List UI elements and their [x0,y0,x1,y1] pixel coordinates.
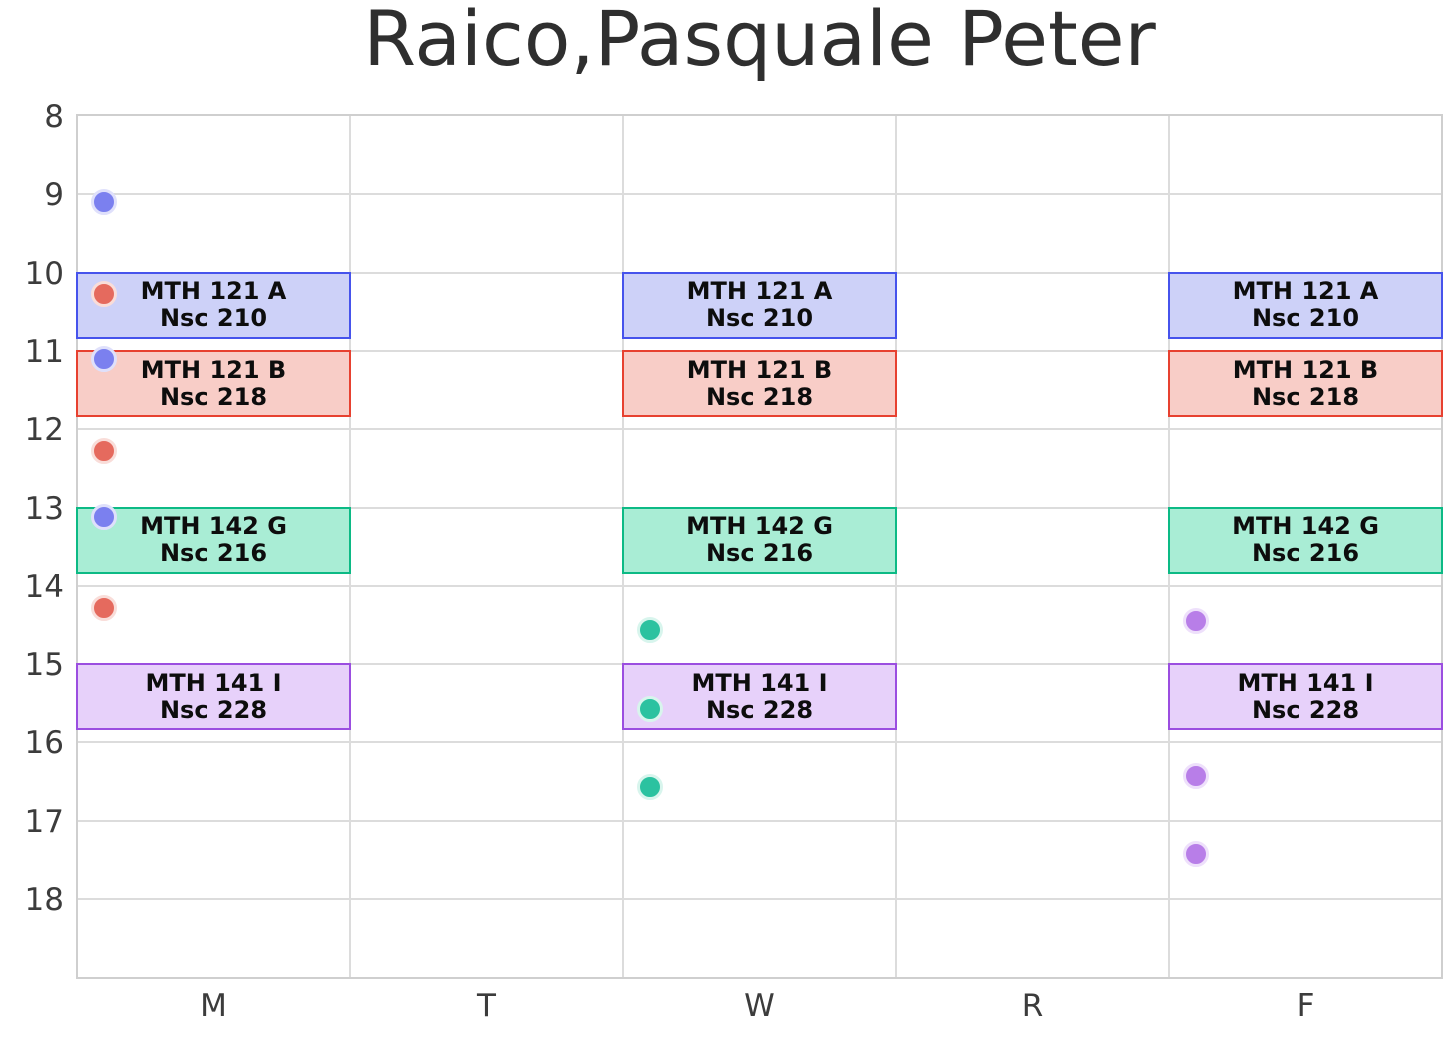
y-tick-label: 13 [24,490,64,527]
hour-gridline [77,819,1442,822]
class-box: MTH 121 A Nsc 210 [76,271,351,339]
class-box: MTH 121 A Nsc 210 [1168,271,1443,339]
class-box: MTH 142 G Nsc 216 [622,506,897,574]
class-box: MTH 121 B Nsc 218 [622,349,897,418]
y-tick-label: 15 [24,647,64,684]
class-box-room: Nsc 228 [1251,695,1360,724]
class-box: MTH 142 G Nsc 216 [76,506,351,574]
class-box: MTH 121 B Nsc 218 [76,349,351,418]
x-tick-label: R [1021,988,1044,1024]
class-box-course: MTH 121 B [686,355,833,384]
schedule-point [1182,608,1209,635]
hour-gridline [77,584,1442,587]
class-box-course: MTH 121 A [140,277,287,306]
x-tick-label: M [200,988,227,1024]
class-box: MTH 141 I Nsc 228 [76,663,351,731]
x-tick-label: W [744,988,775,1024]
class-box-course: MTH 142 G [1232,512,1379,541]
hour-gridline [77,741,1442,744]
x-tick-label: F [1296,988,1315,1024]
class-box-room: Nsc 216 [1251,539,1360,568]
chart-title: Raico,Pasquale Peter [363,0,1156,83]
schedule-point [90,438,117,465]
schedule-point [90,594,117,621]
y-tick-label: 12 [24,412,64,449]
x-tick-label: T [477,988,496,1024]
schedule-point [636,774,663,801]
y-tick-label: 8 [44,99,64,135]
class-box-room: Nsc 228 [705,695,814,724]
class-box: MTH 121 A Nsc 210 [622,271,897,339]
y-tick-label: 17 [24,803,64,840]
class-box: MTH 142 G Nsc 216 [1168,506,1443,574]
y-tick-label: 9 [44,177,64,214]
y-tick-label: 18 [24,882,64,918]
class-box-course: MTH 141 I [145,668,282,697]
class-box-room: Nsc 210 [159,304,268,333]
y-tick-label: 16 [24,725,64,762]
class-box-course: MTH 121 B [1232,355,1379,384]
class-box-room: Nsc 218 [159,382,268,411]
hour-gridline [77,428,1442,431]
hour-gridline [77,193,1442,196]
schedule-point [636,695,663,722]
class-box-course: MTH 121 A [1232,277,1379,306]
class-box-course: MTH 142 G [686,512,833,541]
class-box-course: MTH 142 G [140,512,287,541]
schedule-point [1182,763,1209,790]
class-box: MTH 141 I Nsc 228 [1168,663,1443,731]
y-tick-label: 14 [24,568,64,605]
class-box-course: MTH 141 I [691,668,828,697]
class-box-room: Nsc 210 [1251,304,1360,333]
class-box-room: Nsc 210 [705,304,814,333]
class-box-room: Nsc 216 [705,539,814,568]
y-tick-label: 10 [24,255,64,292]
schedule-point [90,189,117,216]
y-tick-label: 11 [24,333,64,370]
schedule-point [90,345,117,372]
class-box: MTH 121 B Nsc 218 [1168,349,1443,418]
class-box-room: Nsc 216 [159,539,268,568]
schedule-point [1182,841,1209,868]
schedule-point [90,280,117,307]
class-box-room: Nsc 218 [705,382,814,411]
class-box-room: Nsc 228 [159,695,268,724]
class-box-room: Nsc 218 [1251,382,1360,411]
class-box: MTH 141 I Nsc 228 [622,663,897,731]
class-box-course: MTH 121 A [686,277,833,306]
hour-gridline [77,898,1442,900]
schedule-point [90,503,117,530]
class-box-course: MTH 121 B [140,355,287,384]
schedule-point [636,617,663,644]
class-box-course: MTH 141 I [1237,668,1374,697]
